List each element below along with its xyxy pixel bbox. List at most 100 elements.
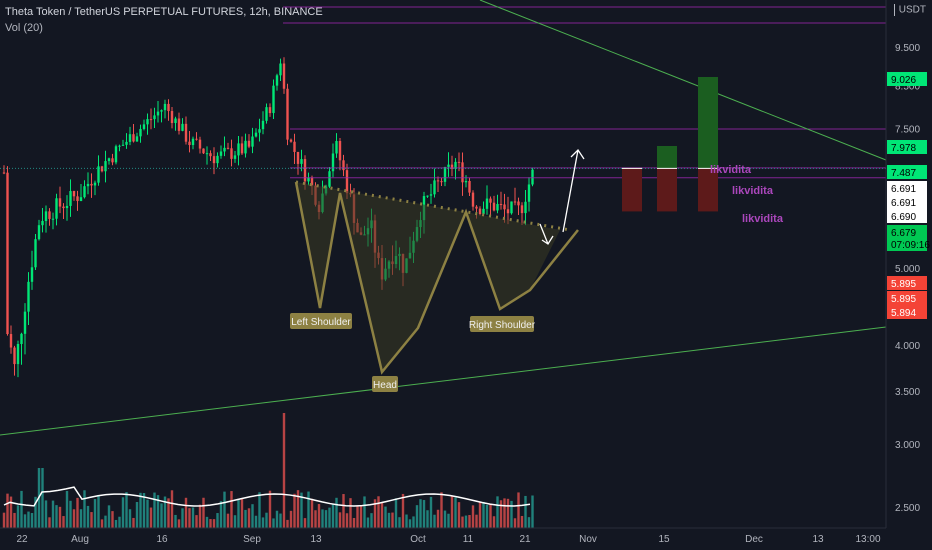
volume-bar bbox=[135, 501, 139, 528]
volume-bar bbox=[212, 519, 216, 528]
volume-bar bbox=[51, 500, 55, 528]
volume-bar bbox=[86, 505, 90, 528]
head-shoulders-pattern bbox=[294, 181, 579, 375]
volume-bar bbox=[191, 507, 195, 528]
time-tick-label: Sep bbox=[243, 534, 261, 545]
volume-bar bbox=[55, 505, 58, 528]
currency-label[interactable]: USDT bbox=[893, 4, 926, 16]
target-profit-zone bbox=[657, 146, 677, 169]
candle-body bbox=[107, 158, 111, 162]
volume-bar bbox=[251, 504, 254, 528]
volume-bar bbox=[384, 506, 387, 528]
pattern-label-left-shoulder: Left Shoulder bbox=[291, 317, 351, 328]
candle-body bbox=[132, 134, 135, 142]
candle-body bbox=[247, 140, 251, 147]
chart-legend: Theta Token / TetherUS PERPETUAL FUTURES… bbox=[5, 4, 323, 36]
volume-bar bbox=[429, 496, 433, 528]
candle-body bbox=[450, 164, 454, 169]
candle-body bbox=[198, 139, 202, 149]
price-axis-label: 9.026 bbox=[891, 75, 916, 86]
volume-bar bbox=[499, 500, 503, 528]
candle-body bbox=[468, 180, 471, 193]
volume-bar bbox=[366, 517, 370, 528]
volume-bar bbox=[489, 504, 492, 528]
volume-bar bbox=[132, 517, 135, 528]
candle-body bbox=[191, 138, 195, 146]
candle-body bbox=[212, 156, 216, 164]
candle-body bbox=[328, 171, 331, 187]
candle-body bbox=[142, 124, 146, 129]
candle-body bbox=[55, 198, 58, 219]
candle-body bbox=[443, 166, 447, 182]
volume-bar bbox=[125, 492, 128, 528]
volume-bar bbox=[398, 517, 401, 528]
candle-body bbox=[79, 197, 83, 202]
volume-ma-line bbox=[3, 486, 531, 507]
volume-bar bbox=[247, 508, 251, 528]
candle-body bbox=[13, 347, 16, 365]
volume-bar bbox=[9, 496, 13, 528]
volume-bar bbox=[62, 516, 65, 528]
candle-body bbox=[34, 239, 37, 268]
price-axis-label-box bbox=[887, 305, 927, 319]
candle-body bbox=[461, 162, 464, 183]
volume-bar bbox=[426, 510, 429, 528]
time-axis[interactable]: 22 Aug 16 Sep 13 Oct 11 21 Nov 15 Dec 13 13:00 bbox=[0, 527, 886, 545]
pattern-label-right-shoulder: Right Shoulder bbox=[469, 320, 536, 331]
candle-body bbox=[114, 146, 118, 163]
volume-bar bbox=[114, 519, 118, 528]
volume-bar bbox=[244, 509, 247, 528]
candle-body bbox=[174, 118, 177, 124]
drawings[interactable]: Left Shoulder Head Right Shoulder likvidita… bbox=[0, 0, 887, 436]
price-axis-label: 5.895 bbox=[891, 279, 916, 290]
volume-bar bbox=[338, 512, 342, 528]
volume-bar bbox=[69, 500, 72, 528]
stop-loss-zone bbox=[622, 168, 642, 212]
candle-body bbox=[177, 118, 181, 131]
volume-bar bbox=[370, 513, 373, 528]
volume-bar bbox=[216, 513, 219, 528]
volume-bar bbox=[230, 491, 233, 528]
candle-body bbox=[156, 111, 160, 116]
volume-bar bbox=[272, 518, 275, 528]
candle-body bbox=[223, 147, 226, 152]
symbol-title[interactable]: Theta Token / TetherUS PERPETUAL FUTURES… bbox=[5, 6, 323, 18]
volume-bar bbox=[279, 513, 282, 528]
volume-bar bbox=[443, 510, 447, 528]
price-axis-label: 6.691 bbox=[891, 198, 916, 209]
price-axis-label-box bbox=[887, 225, 927, 239]
candle-body bbox=[436, 180, 440, 182]
candle-body bbox=[16, 344, 20, 365]
candle-body bbox=[475, 206, 478, 209]
candle-body bbox=[209, 153, 212, 157]
candle-body bbox=[503, 204, 506, 210]
candle-body bbox=[69, 191, 72, 206]
price-axis[interactable]: 9.5008.5007.5006.0005.0004.5004.0003.500… bbox=[885, 0, 930, 528]
volume-bar bbox=[457, 502, 461, 528]
candle-body bbox=[58, 198, 62, 207]
candle-body bbox=[520, 205, 524, 214]
pattern-label-box bbox=[290, 313, 352, 329]
volume-bar bbox=[408, 519, 412, 528]
volume-bar bbox=[349, 498, 352, 528]
volume-bar bbox=[328, 507, 331, 528]
currency-text: USDT bbox=[898, 4, 926, 16]
candle-body bbox=[300, 159, 303, 164]
volume-bar bbox=[310, 498, 314, 528]
candle-body bbox=[440, 181, 443, 183]
candle-body bbox=[335, 141, 338, 154]
candle-body bbox=[6, 172, 9, 335]
candle-body bbox=[226, 147, 230, 149]
volume-indicator-label[interactable]: Vol (20) bbox=[5, 22, 43, 34]
price-tick-label: 3.500 bbox=[895, 387, 920, 398]
volume-bar bbox=[240, 498, 244, 528]
candle-body bbox=[251, 136, 254, 147]
volume-bar bbox=[44, 500, 48, 528]
volume-bar bbox=[422, 500, 426, 528]
volume-bar bbox=[345, 513, 349, 528]
volume-bar bbox=[254, 515, 258, 528]
candle-body bbox=[338, 141, 342, 161]
volume-bar bbox=[34, 496, 37, 528]
